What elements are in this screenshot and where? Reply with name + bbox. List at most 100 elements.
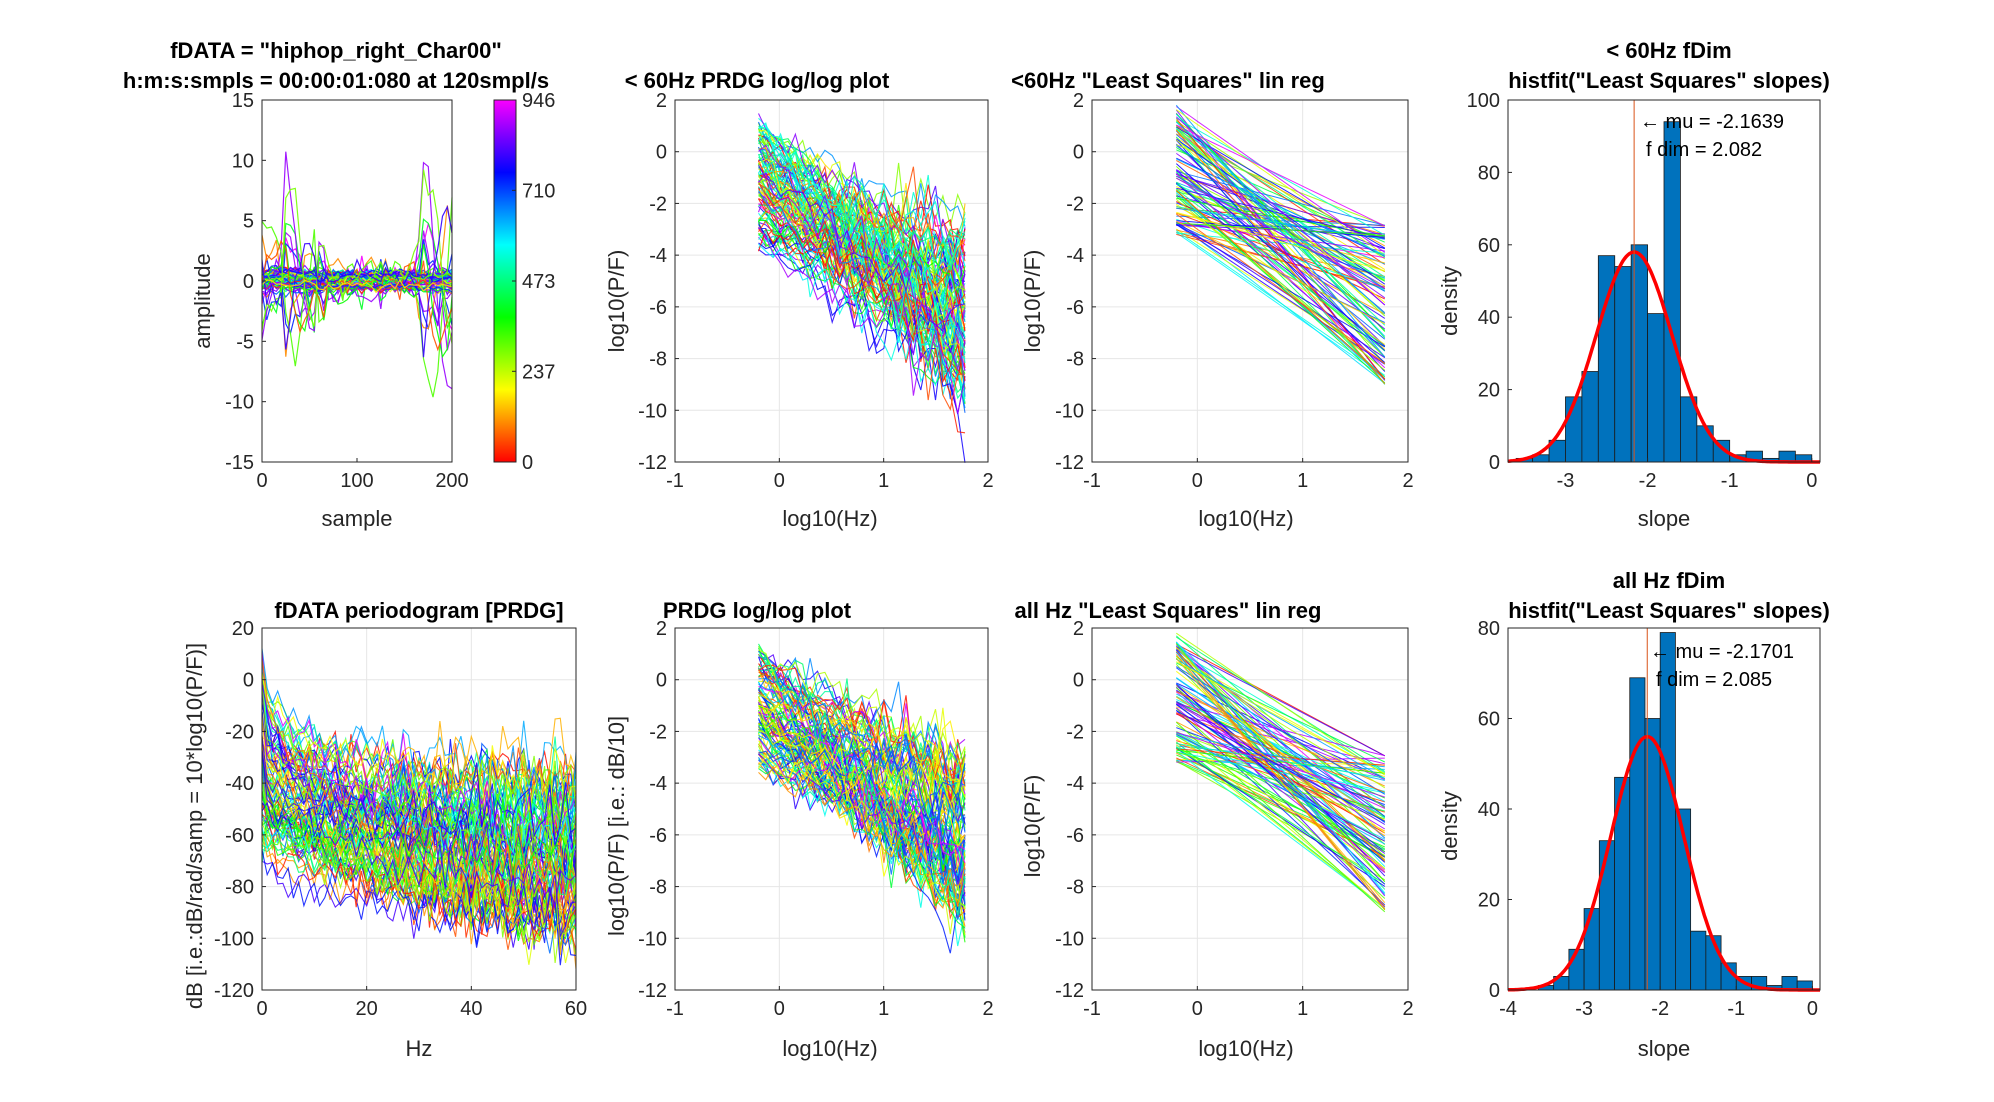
regression-line [1176, 691, 1386, 787]
x-tick-label: 0 [774, 998, 785, 1020]
y-tick-label: 40 [1478, 799, 1500, 821]
regression-line [1176, 701, 1386, 825]
regression-line [1176, 117, 1386, 236]
spectrum-trace [758, 226, 966, 414]
spectrum-trace [757, 718, 966, 954]
regression-line [1176, 734, 1386, 840]
x-tick-label: 40 [460, 998, 482, 1020]
axes-box [674, 627, 989, 991]
regression-line [1176, 232, 1385, 254]
regression-line [1176, 649, 1386, 774]
amplitude-trace [261, 270, 453, 284]
mu-annotation: ← mu = -2.1639 [1640, 111, 1784, 133]
periodogram-trace [261, 789, 577, 880]
histogram-bar [1663, 121, 1681, 463]
y-tick-label: -5 [236, 331, 254, 353]
spectrum-trace [758, 654, 966, 915]
y-tick-label: 100 [1467, 90, 1500, 112]
colorbar-tick-label: 710 [522, 180, 555, 202]
histogram-bar [1598, 840, 1615, 991]
regression-line [1176, 710, 1386, 822]
y-tick-label: 80 [1478, 162, 1500, 184]
spectrum-trace [757, 695, 966, 783]
x-tick-label: 2 [1402, 998, 1413, 1020]
x-tick-label: 0 [774, 470, 785, 492]
spectrum-trace [758, 765, 966, 907]
amplitude-plot: 0 100 200 -15 -10 -5 0 5 10 15 0 237 473 710 946 [225, 90, 555, 492]
y-tick-label: -6 [1066, 297, 1084, 319]
spectrum-trace [758, 742, 966, 823]
y-tick-label: 0 [656, 142, 667, 164]
fdim-annotation: f dim = 2.082 [1646, 139, 1762, 161]
regression-line [1176, 233, 1385, 288]
regression-line [1176, 751, 1385, 820]
y-axis-label: amplitude [190, 253, 215, 348]
y-tick-label: -12 [638, 980, 667, 1002]
y-tick-label: -8 [649, 877, 667, 899]
regression-line [1176, 220, 1386, 325]
spectrum-trace [758, 649, 966, 767]
x-tick-label: 0 [256, 998, 267, 1020]
x-tick-label: 200 [435, 470, 468, 492]
spectrum-trace [758, 724, 966, 901]
y-tick-label: -80 [225, 877, 254, 899]
histogram-bar [1781, 976, 1798, 991]
regression-line [1175, 181, 1386, 352]
x-tick-label: -2 [1639, 470, 1657, 492]
y-tick-label: -12 [638, 452, 667, 474]
regression-line [1175, 104, 1386, 358]
regression-line [1176, 170, 1385, 226]
y-tick-label: 5 [243, 211, 254, 233]
amplitude-trace [261, 266, 453, 282]
panel-subtitle: histfit("Least Squares" slopes) [1508, 598, 1830, 623]
periodogram-trace [261, 683, 577, 909]
amplitude-trace [261, 279, 453, 294]
y-tick-label: -10 [638, 400, 667, 422]
spectrum-trace [758, 183, 965, 411]
y-tick-label: -4 [649, 773, 667, 795]
y-tick-label: 0 [243, 670, 254, 692]
regression-line [1176, 743, 1385, 779]
regression-line [1176, 186, 1386, 287]
y-tick-label: -4 [649, 245, 667, 267]
y-tick-label: -10 [1055, 928, 1084, 950]
spectrum-trace [758, 144, 966, 371]
y-tick-label: 20 [1478, 890, 1500, 912]
colorbar-tick-label: 0 [522, 452, 533, 474]
spectrum-trace [758, 746, 966, 806]
y-tick-label: -10 [225, 392, 254, 414]
periodogram-trace [261, 749, 577, 840]
regression-line [1176, 109, 1386, 256]
y-tick-label: 40 [1478, 307, 1500, 329]
spectrum-trace [758, 182, 966, 378]
y-tick-label: 20 [232, 618, 254, 640]
axes-box [1507, 99, 1821, 463]
regression-line [1175, 128, 1386, 326]
spectrum-trace [758, 680, 966, 775]
x-tick-label: 60 [565, 998, 587, 1020]
periodogram-trace [261, 827, 577, 910]
y-tick-label: 0 [1073, 670, 1084, 692]
mu-annotation: ← mu = -2.1701 [1650, 641, 1794, 663]
periodogram-plot: 0 20 40 60 -120 -100 -80 -60 -40 -20 0 20 [214, 618, 587, 1020]
regression-line [1175, 750, 1386, 909]
y-tick-label: -120 [214, 980, 254, 1002]
x-tick-label: 2 [1402, 470, 1413, 492]
y-tick-label: 2 [656, 90, 667, 112]
regression-line [1176, 228, 1386, 363]
regression-line [1176, 124, 1386, 227]
spectrum-trace [758, 683, 966, 908]
regression-line [1176, 169, 1386, 287]
spectrum-trace [758, 737, 966, 850]
panel-title: fDATA periodogram [PRDG] [274, 598, 563, 623]
y-tick-label: 20 [1478, 380, 1500, 402]
x-tick-label: 1 [878, 470, 889, 492]
regression-line [1176, 211, 1385, 272]
spectrum-trace [758, 737, 966, 920]
x-axis-label: slope [1638, 1036, 1691, 1061]
y-tick-label: -8 [1066, 877, 1084, 899]
regression-line [1176, 213, 1386, 365]
regression-line [1176, 229, 1385, 277]
spectrum-trace [758, 229, 966, 403]
